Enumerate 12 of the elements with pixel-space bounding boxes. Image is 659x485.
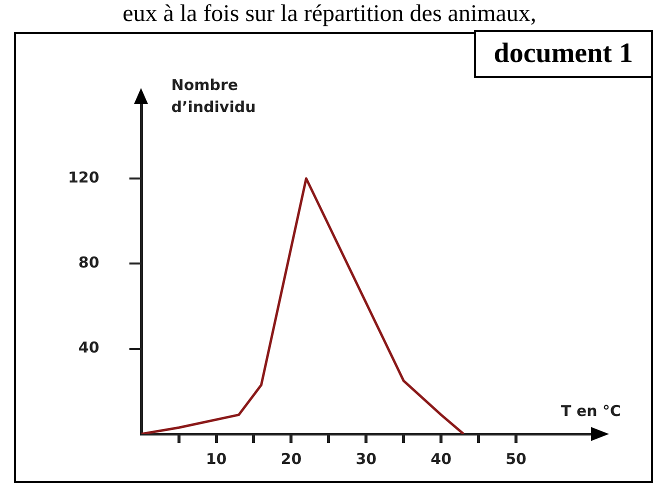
- y-axis-title: Nombre d’individu: [171, 75, 257, 118]
- x-tick-label: 40: [430, 450, 452, 468]
- x-axis-title: T en °C: [561, 401, 622, 422]
- text: eux à la fois sur la répartition des animaux,: [122, 0, 538, 28]
- y-tick-label: 40: [78, 338, 100, 357]
- y-tick-label: 80: [78, 254, 100, 272]
- x-tick-label: 30: [356, 450, 377, 468]
- x-tick-label: 20: [280, 450, 302, 468]
- chart-title: document 1: [474, 30, 653, 78]
- x-tick-label: 10: [206, 450, 227, 468]
- x-tick-label: 50: [506, 450, 526, 468]
- y-tick-label: 120: [68, 168, 100, 186]
